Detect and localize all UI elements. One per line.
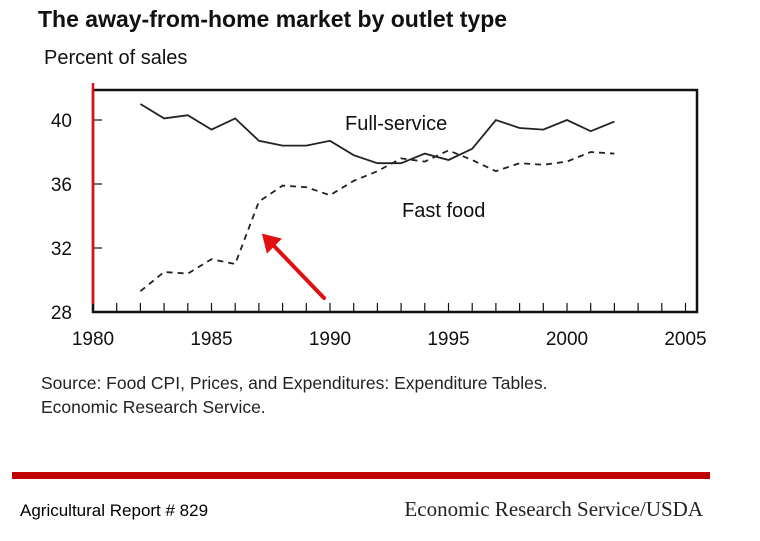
x-tick-label: 1995 — [427, 329, 469, 350]
x-tick-label: 2000 — [546, 329, 588, 350]
x-tick-label: 1985 — [190, 329, 232, 350]
y-tick-label: 36 — [51, 175, 72, 196]
y-axis-label: Percent of sales — [44, 47, 187, 69]
footer-agency: Economic Research Service/USDA — [404, 497, 703, 521]
arrow-shaft — [265, 237, 326, 300]
arrow-head — [261, 233, 282, 254]
y-tick-label: 32 — [51, 239, 72, 260]
y-tick-label: 40 — [51, 111, 72, 132]
chart-title: The away-from-home market by outlet type — [38, 6, 507, 32]
source-line-2: Economic Research Service. — [41, 397, 266, 417]
x-tick-label: 2005 — [664, 329, 706, 350]
source-line-1: Source: Food CPI, Prices, and Expenditur… — [41, 373, 547, 393]
x-tick-label: 1990 — [309, 329, 351, 350]
annotation-fast-food: Fast food — [402, 200, 485, 222]
footer-report: Agricultural Report # 829 — [20, 501, 208, 520]
footer-divider — [12, 472, 710, 479]
y-tick-label: 28 — [51, 303, 72, 324]
x-tick-label: 1980 — [72, 329, 114, 350]
series-line-fast-food — [139, 149, 615, 292]
red-arrow — [261, 233, 326, 300]
series-line-full-service — [139, 103, 615, 165]
annotation-full-service: Full-service — [345, 113, 447, 135]
